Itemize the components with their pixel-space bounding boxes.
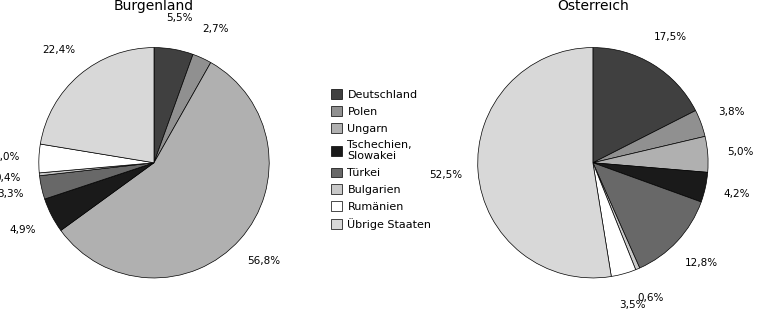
Wedge shape <box>593 110 705 163</box>
Wedge shape <box>593 163 640 270</box>
Wedge shape <box>593 163 636 276</box>
Text: 3,8%: 3,8% <box>718 107 745 117</box>
Wedge shape <box>593 163 701 268</box>
Wedge shape <box>154 48 193 163</box>
Text: 4,9%: 4,9% <box>9 225 36 235</box>
Text: 52,5%: 52,5% <box>430 170 463 180</box>
Text: 2,7%: 2,7% <box>203 24 229 34</box>
Text: 22,4%: 22,4% <box>42 45 75 55</box>
Legend: Deutschland, Polen, Ungarn, Tschechien,
Slowakei, Türkei, Bulgarien, Rumänien, Ü: Deutschland, Polen, Ungarn, Tschechien, … <box>327 86 435 233</box>
Wedge shape <box>39 163 154 199</box>
Wedge shape <box>593 48 695 163</box>
Title: Burgenland: Burgenland <box>114 0 194 13</box>
Text: 5,0%: 5,0% <box>727 147 753 156</box>
Wedge shape <box>39 163 154 176</box>
Text: 17,5%: 17,5% <box>654 32 687 42</box>
Text: 3,3%: 3,3% <box>0 189 23 199</box>
Text: 5,5%: 5,5% <box>166 13 192 23</box>
Wedge shape <box>45 163 154 230</box>
Wedge shape <box>593 163 708 202</box>
Text: 4,0%: 4,0% <box>0 152 20 162</box>
Wedge shape <box>38 144 154 173</box>
Text: 12,8%: 12,8% <box>685 258 718 268</box>
Text: 4,2%: 4,2% <box>724 189 750 199</box>
Title: Österreich: Österreich <box>557 0 629 13</box>
Text: 0,6%: 0,6% <box>638 293 664 303</box>
Text: 56,8%: 56,8% <box>247 256 280 266</box>
Wedge shape <box>593 136 708 172</box>
Wedge shape <box>477 48 611 278</box>
Text: 3,5%: 3,5% <box>619 300 646 310</box>
Wedge shape <box>154 54 211 163</box>
Wedge shape <box>61 63 269 278</box>
Wedge shape <box>40 48 154 163</box>
Text: 0,4%: 0,4% <box>0 172 21 182</box>
